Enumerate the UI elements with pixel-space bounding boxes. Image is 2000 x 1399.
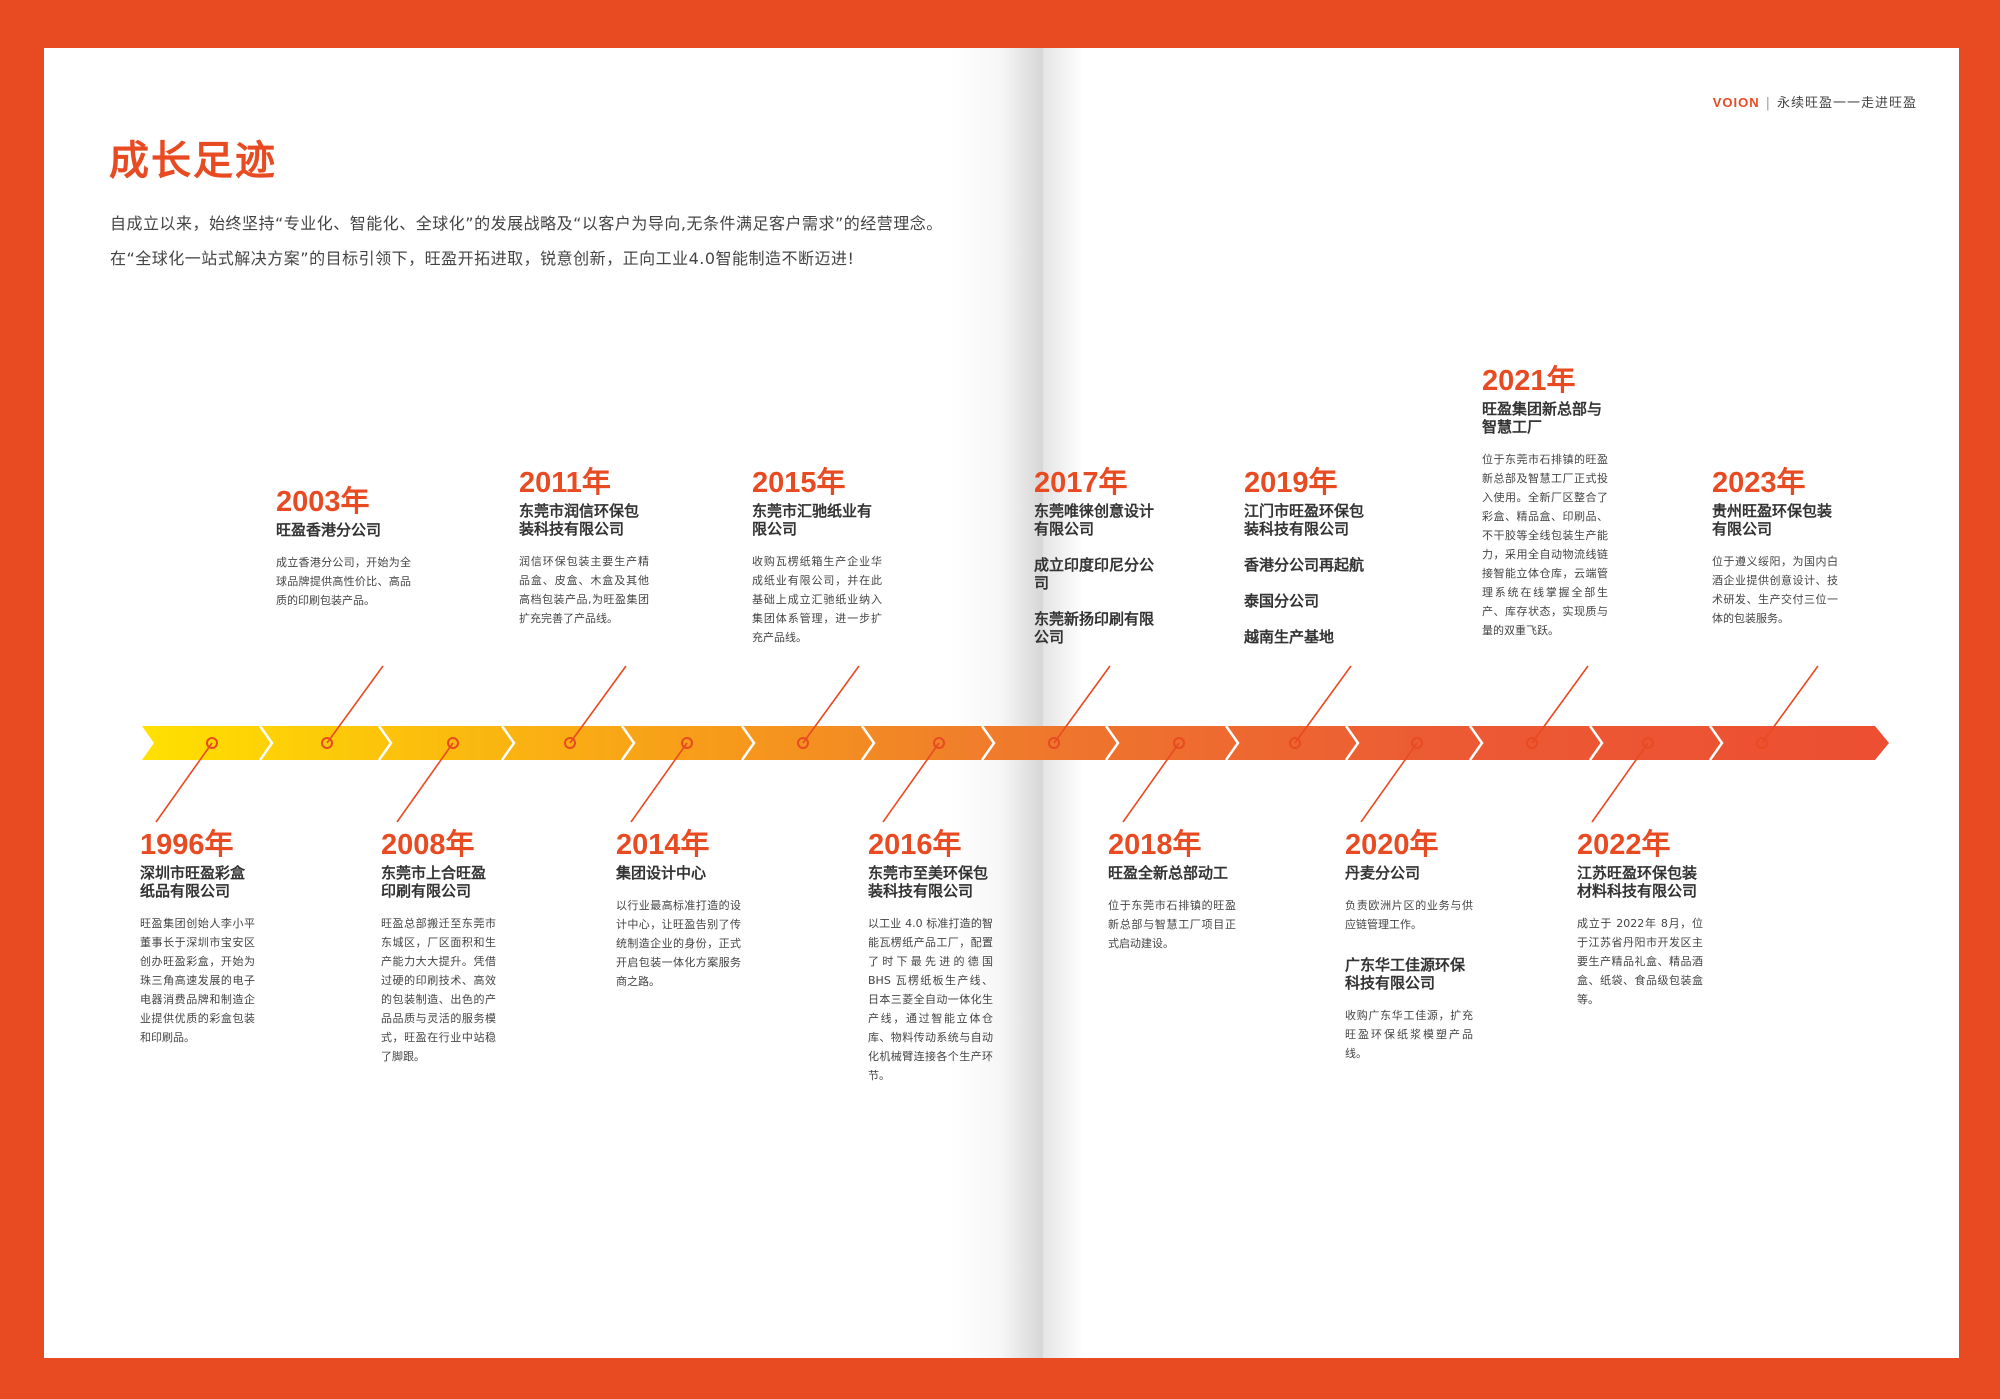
page-fold-shadow-right bbox=[1044, 48, 1084, 1358]
milestone-heading: 旺盈集团新总部与智慧工厂 bbox=[1482, 400, 1603, 436]
milestone-description: 收购瓦楞纸箱生产企业华成纸业有限公司，并在此基础上成立汇驰纸业纳入集团体系管理，… bbox=[752, 555, 882, 644]
milestone-2014: 2014年 集团设计中心 以行业最高标准打造的设计中心，让旺盈告别了传统制造企业… bbox=[616, 828, 741, 991]
milestone-subheading: 东莞新扬印刷有限公司 bbox=[1034, 610, 1155, 646]
milestone-2020: 2020年 丹麦分公司 负责欧洲片区的业务与供应链管理工作。 广东华工佳源环保科… bbox=[1345, 828, 1473, 1063]
milestone-2021: 2021年 旺盈集团新总部与智慧工厂 位于东莞市石排镇的旺盈新总部及智慧工厂正式… bbox=[1482, 364, 1608, 640]
milestone-year: 2008年 bbox=[381, 829, 475, 861]
milestone-subheading: 越南生产基地 bbox=[1244, 628, 1335, 646]
milestone-year: 2019年 bbox=[1244, 467, 1338, 499]
milestone-2022: 2022年 江苏旺盈环保包装材料科技有限公司 成立于 2022年 8月，位于江苏… bbox=[1577, 828, 1703, 1009]
page-title: 成长足迹 bbox=[109, 138, 277, 184]
brand-slogan: 永续旺盈一一走进旺盈 bbox=[1776, 96, 1917, 111]
milestone-subheading: 香港分公司再起航 bbox=[1244, 556, 1365, 574]
milestone-2011: 2011年 东莞市润信环保包装科技有限公司 润信环保包装主要生产精品盒、皮盒、木… bbox=[519, 466, 649, 628]
milestone-description: 成立香港分公司，开始为全球品牌提供高性价比、高品质的印刷包装产品。 bbox=[276, 556, 411, 607]
milestone-subdescription: 收购广东华工佳源，扩充旺盈环保纸浆模塑产品线。 bbox=[1345, 1009, 1473, 1060]
milestone-year: 2016年 bbox=[868, 829, 962, 861]
milestone-subheading: 成立印度印尼分公司 bbox=[1034, 556, 1155, 592]
milestone-1996: 1996年 深圳市旺盈彩盒纸品有限公司 旺盈集团创始人李小平董事长于深圳市宝安区… bbox=[140, 828, 255, 1047]
milestone-description: 润信环保包装主要生产精品盒、皮盒、木盒及其他高档包装产品,为旺盈集团扩充完善了产… bbox=[519, 555, 649, 625]
milestone-description: 位于东莞市石排镇的旺盈新总部与智慧工厂项目正式启动建设。 bbox=[1108, 899, 1236, 950]
milestone-description: 旺盈集团创始人李小平董事长于深圳市宝安区创办旺盈彩盒，开始为珠三角高速发展的电子… bbox=[140, 917, 255, 1044]
milestone-description: 位于东莞市石排镇的旺盈新总部及智慧工厂正式投入使用。全新厂区整合了彩盒、精品盒、… bbox=[1482, 453, 1608, 637]
milestone-heading: 丹麦分公司 bbox=[1345, 864, 1421, 882]
milestone-heading: 东莞市汇驰纸业有限公司 bbox=[752, 502, 873, 538]
milestone-year: 2017年 bbox=[1034, 467, 1128, 499]
brand-separator: | bbox=[1765, 96, 1771, 111]
milestone-year: 2003年 bbox=[276, 486, 370, 518]
brand-logo: VOION bbox=[1712, 95, 1760, 110]
milestone-subheading: 广东华工佳源环保科技有限公司 bbox=[1345, 956, 1466, 992]
milestone-2023: 2023年 贵州旺盈环保包装有限公司 位于遵义绥阳，为国内白酒企业提供创意设计、… bbox=[1712, 466, 1838, 628]
milestone-heading: 旺盈香港分公司 bbox=[276, 521, 382, 539]
milestone-year: 2022年 bbox=[1577, 829, 1671, 861]
milestone-heading: 旺盈全新总部动工 bbox=[1108, 864, 1229, 882]
milestone-heading: 东莞唯徕创意设计有限公司 bbox=[1034, 502, 1155, 538]
milestone-year: 2011年 bbox=[519, 467, 611, 499]
milestone-heading: 集团设计中心 bbox=[616, 864, 707, 882]
milestone-heading: 东莞市上合旺盈印刷有限公司 bbox=[381, 864, 487, 900]
milestone-year: 1996年 bbox=[140, 829, 234, 861]
milestone-heading: 江苏旺盈环保包装材料科技有限公司 bbox=[1577, 864, 1698, 900]
milestone-description: 旺盈总部搬迁至东莞市东城区，厂区面积和生产能力大大提升。凭借过硬的印刷技术、高效… bbox=[381, 917, 496, 1063]
milestone-heading: 江门市旺盈环保包装科技有限公司 bbox=[1244, 502, 1365, 538]
milestone-2015: 2015年 东莞市汇驰纸业有限公司 收购瓦楞纸箱生产企业华成纸业有限公司，并在此… bbox=[752, 466, 882, 647]
milestone-description: 以工业 4.0 标准打造的智能瓦楞纸产品工厂，配置了时下最先进的德国 BHS 瓦… bbox=[868, 917, 993, 1082]
milestone-heading: 贵州旺盈环保包装有限公司 bbox=[1712, 502, 1833, 538]
milestone-year: 2021年 bbox=[1482, 365, 1576, 397]
milestone-year: 2015年 bbox=[752, 467, 846, 499]
milestone-year: 2023年 bbox=[1712, 467, 1806, 499]
milestone-heading: 东莞市至美环保包装科技有限公司 bbox=[868, 864, 989, 900]
milestone-year: 2020年 bbox=[1345, 829, 1439, 861]
milestone-heading: 深圳市旺盈彩盒纸品有限公司 bbox=[140, 864, 246, 900]
milestone-description: 位于遵义绥阳，为国内白酒企业提供创意设计、技术研发、生产交付三位一体的包装服务。 bbox=[1712, 555, 1838, 625]
milestone-description: 负责欧洲片区的业务与供应链管理工作。 bbox=[1345, 899, 1473, 931]
milestone-2018: 2018年 旺盈全新总部动工 位于东莞市石排镇的旺盈新总部与智慧工厂项目正式启动… bbox=[1108, 828, 1236, 953]
milestone-2017: 2017年 东莞唯徕创意设计有限公司 成立印度印尼分公司 东莞新扬印刷有限公司 bbox=[1034, 466, 1164, 646]
milestone-2019: 2019年 江门市旺盈环保包装科技有限公司 香港分公司再起航 泰国分公司 越南生… bbox=[1244, 466, 1374, 646]
brand-header: VOION | 永续旺盈一一走进旺盈 bbox=[1713, 92, 1917, 111]
milestone-2016: 2016年 东莞市至美环保包装科技有限公司 以工业 4.0 标准打造的智能瓦楞纸… bbox=[868, 828, 993, 1085]
milestone-heading: 东莞市润信环保包装科技有限公司 bbox=[519, 502, 640, 538]
milestone-year: 2014年 bbox=[616, 829, 710, 861]
milestone-subheading: 泰国分公司 bbox=[1244, 592, 1320, 610]
milestone-2003: 2003年 旺盈香港分公司 成立香港分公司，开始为全球品牌提供高性价比、高品质的… bbox=[276, 485, 411, 610]
intro-paragraph: 自成立以来，始终坚持“专业化、智能化、全球化”的发展战略及“以客户为导向,无条件… bbox=[110, 214, 943, 268]
milestone-year: 2018年 bbox=[1108, 829, 1202, 861]
milestone-description: 以行业最高标准打造的设计中心，让旺盈告别了传统制造企业的身份，正式开启包装一体化… bbox=[616, 899, 741, 988]
milestone-2008: 2008年 东莞市上合旺盈印刷有限公司 旺盈总部搬迁至东莞市东城区，厂区面积和生… bbox=[381, 828, 496, 1066]
milestone-description: 成立于 2022年 8月，位于江苏省丹阳市开发区主要生产精品礼盒、精品酒盒、纸袋… bbox=[1577, 917, 1703, 1006]
page-fold-shadow bbox=[949, 48, 1044, 1358]
brochure-spread: VOION | 永续旺盈一一走进旺盈 成长足迹 自成立以来，始终坚持“专业化、智能化… bbox=[44, 48, 1959, 1358]
